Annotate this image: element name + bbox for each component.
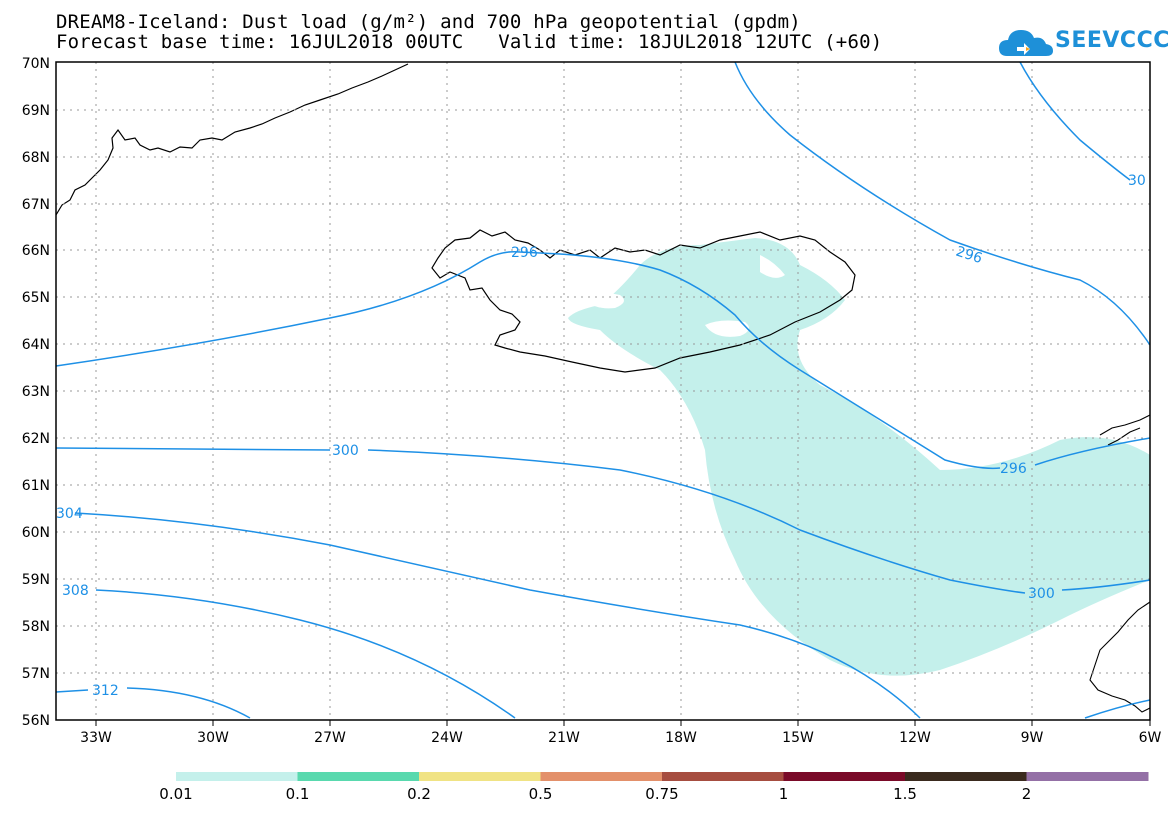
colorbar-label: 2 xyxy=(1021,785,1032,803)
svg-text:69N: 69N xyxy=(22,103,50,119)
svg-text:33W: 33W xyxy=(80,730,112,746)
colorbar-swatch xyxy=(783,772,906,781)
dust-plume xyxy=(568,238,1150,676)
contour-312 xyxy=(55,687,251,719)
colorbar-label: 0.1 xyxy=(285,785,310,803)
colorbar-label: 0.5 xyxy=(528,785,553,803)
faroe-coast xyxy=(1099,414,1151,446)
scotland-coast xyxy=(1089,601,1151,713)
contour-label: 300 xyxy=(1028,586,1055,602)
svg-text:6W: 6W xyxy=(1139,730,1162,746)
greenland-coast xyxy=(55,63,409,216)
contour-label: 312 xyxy=(92,683,119,699)
axis-ticks xyxy=(95,720,1151,726)
contour-296-north xyxy=(734,61,1151,346)
geopotential-contours xyxy=(55,61,1151,719)
seevccc-logo: SEEVCCC xyxy=(997,22,1170,62)
colorbar-swatch xyxy=(176,772,298,781)
svg-text:56N: 56N xyxy=(22,713,50,729)
svg-text:21W: 21W xyxy=(548,730,580,746)
map-frame xyxy=(55,61,1151,721)
longitude-labels: 33W 30W 27W 24W 21W 18W 15W 12W 9W 6W xyxy=(80,730,1161,746)
contour-label: 304 xyxy=(56,506,83,522)
colorbar-label: 0.2 xyxy=(407,785,431,803)
svg-text:66N: 66N xyxy=(22,243,50,259)
svg-text:68N: 68N xyxy=(22,150,50,166)
logo-text: SEEVCCC xyxy=(1055,28,1170,53)
colorbar-swatch xyxy=(540,772,663,781)
graticule xyxy=(56,62,1150,720)
contour-296-west xyxy=(55,250,1001,470)
svg-text:70N: 70N xyxy=(22,56,50,72)
colorbar-label: 1.5 xyxy=(893,785,917,803)
svg-text:64N: 64N xyxy=(22,337,50,353)
svg-text:58N: 58N xyxy=(22,619,50,635)
contour-300 xyxy=(55,447,1151,594)
contour-labels: 296 296 296 300 300 304 308 312 30 xyxy=(56,173,1146,699)
contour-label: 296 xyxy=(954,244,984,268)
colorbar-swatch xyxy=(1026,772,1149,781)
colorbar-label: 0.75 xyxy=(645,785,679,803)
svg-text:27W: 27W xyxy=(314,730,346,746)
svg-text:63N: 63N xyxy=(22,384,50,400)
svg-text:67N: 67N xyxy=(22,197,50,213)
colorbar-swatch xyxy=(297,772,420,781)
colorbar-label: 1 xyxy=(778,785,789,803)
colorbar-label: 0.01 xyxy=(159,785,193,803)
map-title: DREAM8-Iceland: Dust load (g/m²) and 700… xyxy=(56,11,801,33)
svg-text:57N: 57N xyxy=(22,666,50,682)
colorbar-swatch xyxy=(662,772,784,781)
iceland-coast xyxy=(431,229,856,373)
contour-label: 308 xyxy=(62,583,89,599)
contour-label: 296 xyxy=(511,245,538,261)
svg-text:65N: 65N xyxy=(22,290,50,306)
colorbar-swatch xyxy=(419,772,541,781)
contour-308 xyxy=(95,589,516,719)
svg-text:24W: 24W xyxy=(431,730,463,746)
contour-label: 30 xyxy=(1128,173,1146,189)
map-subtitle: Forecast base time: 16JUL2018 00UTC Vali… xyxy=(56,31,883,53)
svg-text:9W: 9W xyxy=(1021,730,1044,746)
contour-304 xyxy=(74,512,921,719)
colorbar xyxy=(176,772,1149,781)
contour-northeast xyxy=(1019,61,1131,181)
contour-label: 296 xyxy=(1000,461,1027,477)
svg-text:30W: 30W xyxy=(197,730,229,746)
contour-296-east xyxy=(1034,437,1151,466)
cloud-icon xyxy=(999,30,1053,56)
svg-text:59N: 59N xyxy=(22,572,50,588)
svg-text:62N: 62N xyxy=(22,431,50,447)
colorbar-swatch xyxy=(905,772,1027,781)
latitude-labels: 70N 69N 68N 67N 66N 65N 64N 63N 62N 61N … xyxy=(22,56,50,729)
svg-text:12W: 12W xyxy=(899,730,931,746)
svg-text:15W: 15W xyxy=(782,730,814,746)
svg-text:60N: 60N xyxy=(22,525,50,541)
svg-text:61N: 61N xyxy=(22,478,50,494)
svg-text:18W: 18W xyxy=(665,730,697,746)
contour-label: 300 xyxy=(332,443,359,459)
contour-southeast xyxy=(1084,699,1151,719)
